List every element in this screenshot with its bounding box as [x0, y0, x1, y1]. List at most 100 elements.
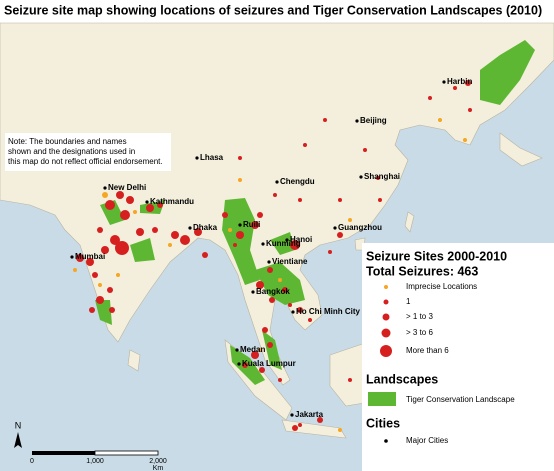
- seizure-dot: [338, 428, 342, 432]
- seizure-dot: [298, 198, 302, 202]
- note-line: this map do not reflect official endorse…: [8, 157, 163, 166]
- legend-item: Major Cities: [406, 436, 448, 445]
- seizure-dot: [376, 176, 380, 180]
- seizure-dot: [453, 86, 457, 90]
- city-label: Beijing: [360, 116, 387, 125]
- seizure-dot: [267, 267, 273, 273]
- seizure-dot: [348, 218, 352, 222]
- seizure-dot: [290, 240, 300, 250]
- scale-bar: 0 1,000 2,000 Km: [30, 450, 167, 471]
- seizure-dot: [278, 378, 282, 382]
- legend-title: Seizure Sites 2000-2010: [366, 249, 507, 263]
- seizure-dot: [92, 272, 98, 278]
- city-dot: [145, 200, 149, 204]
- seizure-dot: [337, 232, 343, 238]
- city-dot: [333, 226, 337, 230]
- seizure-dot: [228, 228, 232, 232]
- city-label: Medan: [240, 345, 265, 354]
- seizure-dot: [236, 231, 244, 239]
- seizure-dot: [105, 200, 115, 210]
- city-dot: [275, 180, 279, 184]
- seizure-dot: [251, 221, 259, 229]
- city-label: Mumbai: [75, 252, 105, 261]
- city-label: Kathmandu: [150, 197, 194, 206]
- seizure-dot: [348, 378, 352, 382]
- city-dot: [285, 238, 289, 242]
- scale-label: 2,000: [149, 458, 167, 465]
- city-label: Ho Chi Minh City: [296, 307, 361, 316]
- seizure-dot: [116, 191, 124, 199]
- seizure-dot: [109, 307, 115, 313]
- city-label: New Delhi: [108, 183, 146, 192]
- seizure-dot: [76, 254, 84, 262]
- seizure-dot: [101, 246, 109, 254]
- seizure-dot: [259, 367, 265, 373]
- seizure-dot: [468, 108, 472, 112]
- city-label: Kuala Lumpur: [242, 359, 296, 368]
- city-dot: [290, 413, 294, 417]
- city-label: Dhaka: [193, 223, 218, 232]
- seizure-dot: [282, 287, 288, 293]
- seizure-dot: [338, 198, 342, 202]
- seizure-dot: [180, 235, 190, 245]
- legend-box: [362, 243, 554, 471]
- seizure-dot: [222, 212, 228, 218]
- legend-symbol: [384, 439, 388, 443]
- seizure-dot: [120, 210, 130, 220]
- legend-symbol: [383, 299, 389, 305]
- city-label: Ruili: [243, 220, 260, 229]
- legend-item: > 1 to 3: [406, 312, 433, 321]
- legend-item: 1: [406, 297, 411, 306]
- seizure-dot: [136, 228, 144, 236]
- note-line: Note: The boundaries and names: [8, 137, 127, 146]
- title: Seizure site map showing locations of se…: [4, 3, 542, 17]
- note-line: shown and the designations used in: [8, 147, 135, 156]
- scale-label: 0: [30, 458, 34, 465]
- city-dot: [188, 226, 192, 230]
- seizure-dot: [298, 423, 302, 427]
- scale-unit: Km: [153, 465, 164, 471]
- city-dot: [235, 348, 239, 352]
- seizure-dot: [133, 210, 137, 214]
- seizure-dot: [73, 268, 77, 272]
- city-dot: [237, 362, 241, 366]
- city-dot: [261, 242, 265, 246]
- seizure-dot: [168, 243, 172, 247]
- city-dot: [291, 310, 295, 314]
- seizure-dot: [297, 307, 303, 313]
- legend-heading: Landscapes: [366, 372, 438, 386]
- legend-symbol: [384, 285, 388, 289]
- city-dot: [355, 119, 359, 123]
- seizure-dot: [116, 273, 120, 277]
- city-dot: [70, 255, 74, 259]
- city-label: Bangkok: [256, 287, 290, 296]
- cities: Harbin Beijing Shanghai Chengdu Lhasa New Del…: [70, 77, 472, 419]
- seizure-dot: [202, 252, 208, 258]
- legend-item: > 3 to 6: [406, 328, 433, 337]
- seizure-dot: [288, 303, 292, 307]
- seizure-dot: [308, 318, 312, 322]
- legend-item: More than 6: [406, 346, 449, 355]
- seizure-dot: [115, 241, 129, 255]
- legend-symbol: [382, 313, 390, 321]
- seizure-dot: [126, 196, 134, 204]
- city-dot: [267, 260, 271, 264]
- city-dot: [103, 186, 107, 190]
- seizure-dot: [262, 327, 268, 333]
- city-label: Lhasa: [200, 153, 224, 162]
- city-dot: [238, 223, 242, 227]
- seizure-dot: [465, 80, 471, 86]
- seizure-dot: [146, 204, 154, 212]
- tiger-landscapes: [95, 40, 535, 385]
- city-dot: [359, 175, 363, 179]
- seizure-dot: [152, 227, 158, 233]
- city-dot: [251, 290, 255, 294]
- legend-symbol: [368, 392, 396, 406]
- seizure-dot: [273, 193, 277, 197]
- seizure-dot: [110, 235, 120, 245]
- seizure-dot: [328, 250, 332, 254]
- seizure-dot: [363, 148, 367, 152]
- seizure-dot: [242, 362, 248, 368]
- seizure-dot: [292, 425, 298, 431]
